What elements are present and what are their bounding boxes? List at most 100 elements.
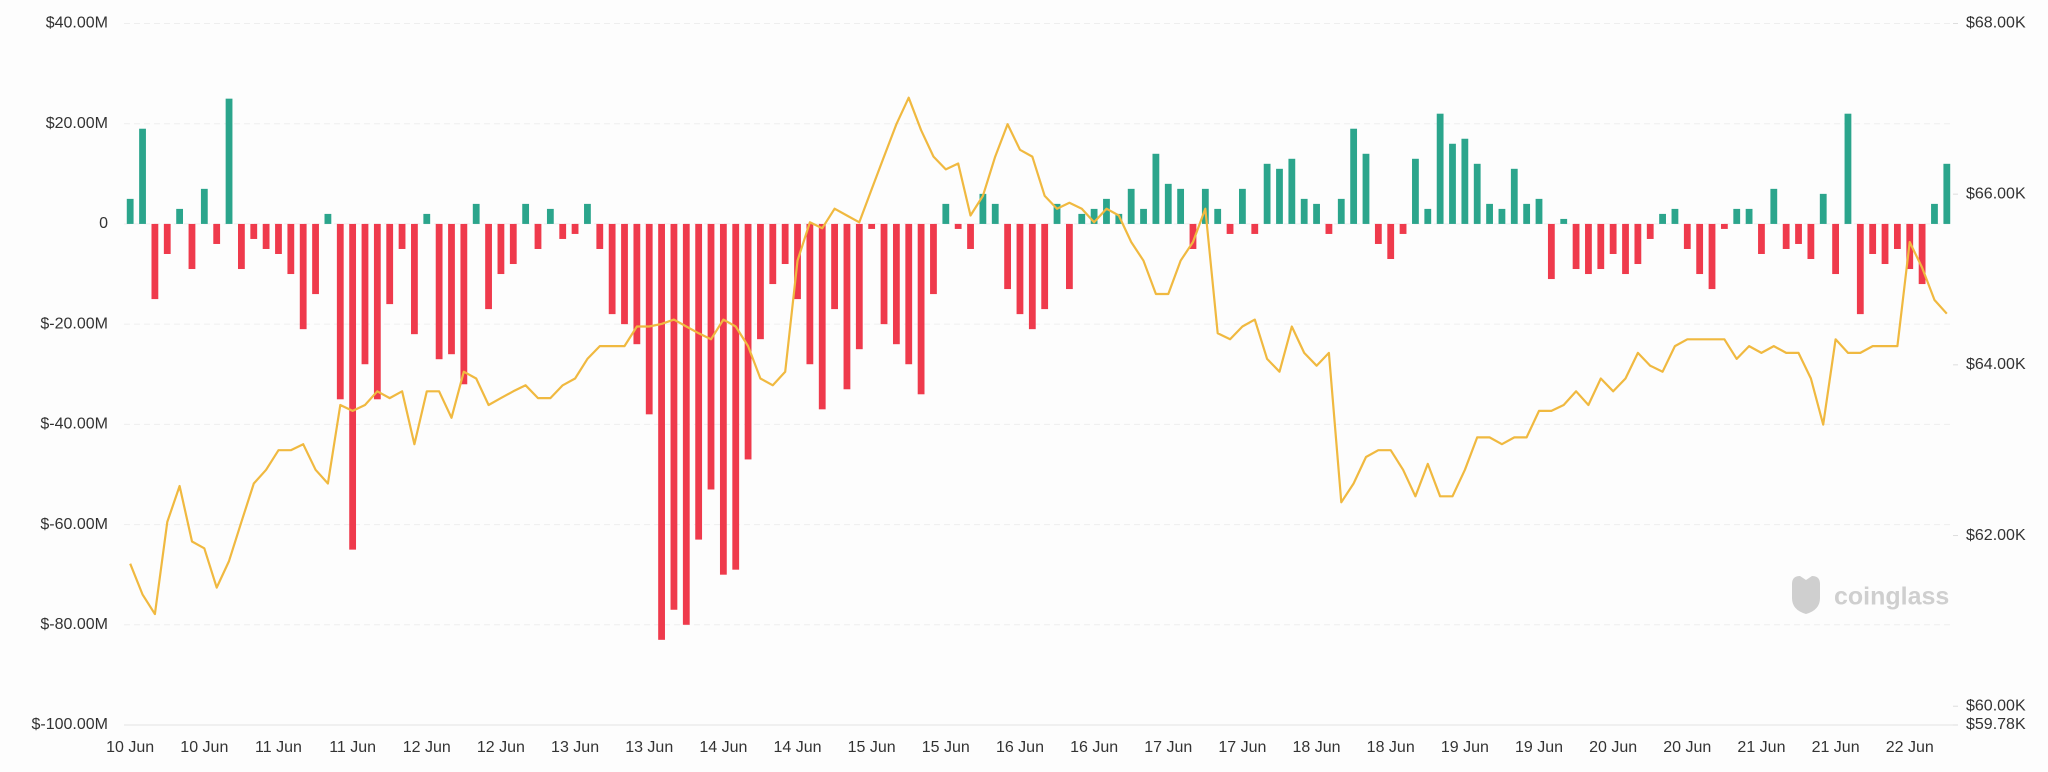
bar	[250, 223, 258, 239]
bar	[1585, 223, 1592, 275]
bar	[299, 223, 307, 330]
y2-tick-label: $62.00K	[1966, 527, 2026, 544]
bar	[312, 223, 319, 295]
bar	[843, 223, 851, 390]
bar	[596, 223, 604, 249]
bar	[1597, 223, 1605, 270]
bar	[1510, 168, 1518, 224]
bar	[571, 223, 579, 234]
bar	[361, 223, 369, 365]
bar	[472, 203, 480, 224]
bar	[176, 208, 184, 224]
bar	[1832, 223, 1839, 275]
bar	[1090, 208, 1098, 224]
bar	[287, 223, 295, 275]
bar	[831, 223, 838, 310]
bar	[1782, 223, 1790, 249]
bar	[979, 193, 987, 224]
bar	[584, 203, 591, 224]
bar	[1720, 223, 1728, 229]
bar	[818, 223, 826, 410]
x-tick-label: 12 Jun	[477, 739, 525, 756]
y2-tick-label: $60.00K	[1966, 697, 2026, 714]
bar	[411, 223, 418, 335]
x-tick-label: 16 Jun	[1070, 739, 1118, 756]
bar	[1251, 223, 1259, 234]
bar	[200, 188, 208, 224]
x-tick-label: 15 Jun	[848, 739, 896, 756]
bar	[534, 223, 542, 249]
bar	[905, 223, 913, 365]
y-tick-label: $40.00M	[46, 15, 108, 32]
y-tick-label: $-20.00M	[40, 315, 108, 332]
x-tick-label: 22 Jun	[1886, 739, 1934, 756]
bar	[336, 223, 344, 400]
x-tick-label: 10 Jun	[106, 739, 154, 756]
bar	[509, 223, 517, 265]
bar	[1028, 223, 1036, 330]
y2-tick-label: $66.00K	[1966, 185, 2026, 202]
x-tick-label: 11 Jun	[255, 739, 302, 756]
x-tick-label: 17 Jun	[1144, 739, 1192, 756]
bar	[608, 223, 616, 315]
bar	[423, 213, 431, 224]
bar	[645, 223, 653, 415]
bar	[139, 128, 146, 224]
y2-tick-label: $59.78K	[1966, 716, 2026, 733]
bar	[1869, 223, 1877, 254]
bar	[1004, 223, 1012, 290]
bar	[1263, 163, 1271, 224]
bar	[1622, 223, 1629, 275]
bar	[1412, 158, 1419, 224]
bar	[1523, 203, 1531, 224]
bar	[1374, 223, 1382, 244]
bar	[126, 198, 134, 224]
bar	[1016, 223, 1024, 315]
bar	[954, 223, 962, 229]
bar	[1214, 208, 1222, 224]
bar	[707, 223, 715, 490]
x-tick-label: 13 Jun	[625, 739, 673, 756]
bar	[1770, 188, 1778, 224]
bar	[1881, 223, 1889, 265]
bar	[806, 223, 814, 365]
bar	[1399, 223, 1407, 234]
bar	[373, 223, 381, 400]
price-line	[129, 96, 1948, 616]
bar	[942, 203, 950, 224]
bar	[892, 223, 900, 345]
bar	[559, 223, 567, 239]
bar	[151, 223, 159, 300]
bar	[855, 223, 863, 350]
y-tick-label: $-80.00M	[40, 616, 108, 633]
bar	[349, 223, 357, 550]
bar	[1288, 158, 1296, 224]
x-tick-label: 18 Jun	[1367, 739, 1415, 756]
bar	[658, 223, 665, 640]
watermark: coinglass	[1834, 583, 1949, 611]
x-tick-label: 20 Jun	[1589, 739, 1637, 756]
x-tick-label: 14 Jun	[699, 739, 747, 756]
bar	[1189, 223, 1197, 249]
bar	[781, 223, 789, 265]
bar	[1362, 153, 1370, 224]
bar	[1646, 223, 1654, 239]
bar	[1041, 223, 1049, 310]
bar	[522, 203, 530, 224]
bar	[1239, 188, 1246, 224]
bar	[757, 223, 764, 340]
bar	[1708, 223, 1716, 290]
bar	[1177, 188, 1185, 224]
bar	[1560, 218, 1568, 224]
bar	[1696, 223, 1704, 275]
x-tick-label: 18 Jun	[1293, 739, 1341, 756]
bar	[262, 223, 270, 249]
bar	[1486, 203, 1493, 224]
bar	[324, 213, 332, 224]
bar	[868, 223, 876, 229]
bar	[1659, 213, 1666, 224]
bar	[991, 203, 999, 224]
bar	[225, 98, 233, 224]
bar	[1053, 203, 1061, 224]
